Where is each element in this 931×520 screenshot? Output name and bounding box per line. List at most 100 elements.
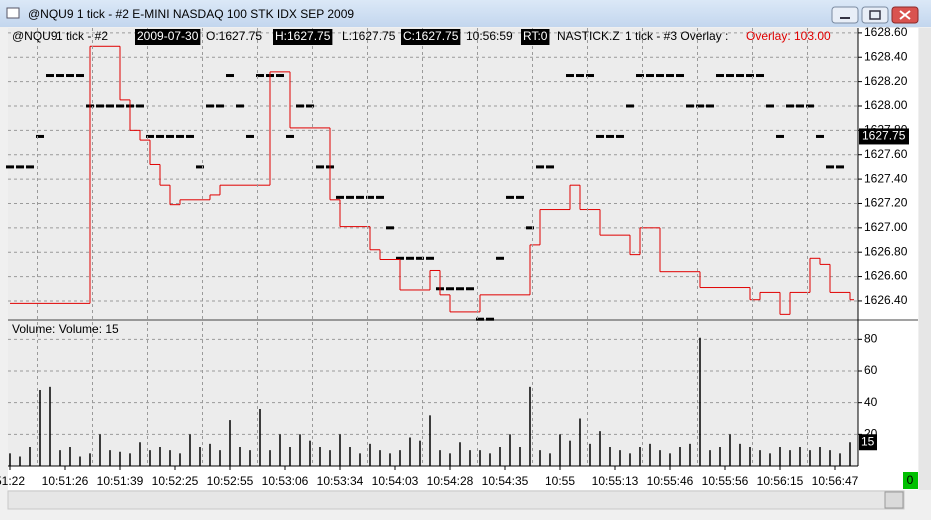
price-tick	[256, 74, 264, 78]
last-price-label: 1627.75	[862, 129, 906, 143]
interval: 1 tick - #2	[56, 29, 108, 43]
y-tick-label: 1628.20	[864, 74, 908, 88]
symbol: @NQU9	[12, 29, 58, 43]
y-tick-label: 1628.00	[864, 98, 908, 112]
minimize-button[interactable]	[831, 6, 859, 24]
x-tick-label: 10:53:06	[262, 474, 309, 488]
price-tick	[46, 74, 54, 78]
price-tick	[656, 74, 664, 78]
price-tick	[456, 287, 464, 291]
last-volume-box	[859, 434, 877, 451]
y-tick-label: 1626.80	[864, 244, 908, 258]
x-tick-label: 10:54:03	[372, 474, 419, 488]
price-tick	[386, 226, 394, 230]
price-tick	[536, 165, 544, 169]
price-tick	[576, 74, 584, 78]
price-tick	[586, 74, 594, 78]
price-tick	[236, 104, 244, 108]
price-tick	[606, 134, 614, 138]
price-tick	[646, 74, 654, 78]
price-tick	[836, 165, 844, 169]
price-tick	[506, 195, 514, 199]
price-tick	[446, 287, 454, 291]
price-tick	[696, 104, 704, 108]
price-tick	[746, 74, 754, 78]
price-tick	[336, 195, 344, 199]
x-tick-label: 51:22	[0, 474, 25, 488]
price-tick	[16, 165, 24, 169]
low: L:1627.75	[342, 29, 396, 43]
price-tick	[726, 74, 734, 78]
status-text: 0	[907, 473, 914, 487]
x-tick-label: 10:52:55	[207, 474, 254, 488]
price-tick	[366, 195, 374, 199]
price-tick	[216, 104, 224, 108]
last-volume-label: 15	[861, 434, 875, 448]
overlay-interval: 1 tick - #3 Overlay :	[625, 29, 728, 43]
x-tick-label: 10:55:46	[647, 474, 694, 488]
x-tick-label: 10:51:39	[97, 474, 144, 488]
maximize-glyph	[869, 10, 881, 20]
price-tick	[476, 317, 484, 321]
price-tick	[706, 104, 714, 108]
y-tick-label: 1626.60	[864, 269, 908, 283]
price-tick	[56, 74, 64, 78]
price-tick	[306, 104, 314, 108]
price-tick	[546, 165, 554, 169]
close: C:1627.75	[403, 29, 459, 43]
plot-area	[8, 28, 858, 466]
y-tick-label: 80	[864, 332, 878, 346]
price-tick	[616, 134, 624, 138]
horizontal-scrollbar[interactable]	[7, 490, 905, 510]
price-tick	[636, 74, 644, 78]
price-tick	[316, 165, 324, 169]
maximize-button[interactable]	[861, 6, 889, 24]
price-tick	[246, 134, 254, 138]
price-tick	[26, 165, 34, 169]
price-tick	[826, 165, 834, 169]
price-tick	[516, 195, 524, 199]
rt: RT:0	[523, 29, 548, 43]
price-tick	[166, 134, 174, 138]
volume-title: Volume: Volume: 15	[12, 322, 119, 336]
x-tick-label: 10:54:35	[482, 474, 529, 488]
price-tick	[796, 104, 804, 108]
x-tick-label: 10:56:15	[757, 474, 804, 488]
price-tick	[106, 104, 114, 108]
date: 2009-07-30	[137, 29, 199, 43]
price-tick	[76, 74, 84, 78]
x-tick-label: 10:55:56	[702, 474, 749, 488]
price-tick	[686, 104, 694, 108]
price-tick	[226, 74, 234, 78]
scroll-thumb[interactable]	[884, 491, 904, 509]
price-tick	[206, 104, 214, 108]
overlay-symbol: NASTICK.Z	[557, 29, 620, 43]
price-tick	[346, 195, 354, 199]
price-tick	[756, 74, 764, 78]
price-tick	[736, 74, 744, 78]
x-tick-label: 10:55:13	[592, 474, 639, 488]
x-tick-label: 10:55	[545, 474, 575, 488]
x-tick-label: 10:52:25	[152, 474, 199, 488]
price-tick	[176, 134, 184, 138]
price-tick	[116, 104, 124, 108]
price-tick	[666, 74, 674, 78]
price-tick	[466, 287, 474, 291]
price-tick	[766, 104, 774, 108]
close-glyph	[899, 10, 911, 20]
price-tick	[806, 104, 814, 108]
status-box	[903, 472, 918, 489]
price-tick	[526, 226, 534, 230]
vertical-scrollbar[interactable]	[919, 28, 931, 490]
price-tick	[396, 256, 404, 260]
price-tick	[716, 74, 724, 78]
x-tick-label: 10:51:26	[42, 474, 89, 488]
price-tick	[296, 104, 304, 108]
y-tick-label: 1627.00	[864, 220, 908, 234]
label-box	[521, 29, 550, 45]
price-tick	[816, 134, 824, 138]
x-tick-label: 10:53:34	[317, 474, 364, 488]
label-box	[273, 29, 333, 45]
